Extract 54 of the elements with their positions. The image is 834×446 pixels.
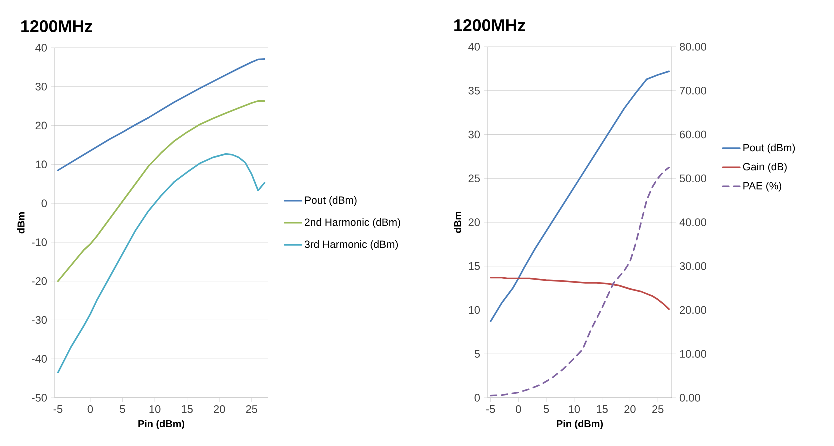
chart-title: 1200MHz <box>454 20 526 32</box>
y-tick-label: 0 <box>42 200 48 208</box>
y2-tick-label: 70.00 <box>680 87 707 95</box>
x-tick-label: -5 <box>54 406 63 414</box>
x-tick-label: 20 <box>214 406 226 414</box>
y-tick-label: -40 <box>32 355 48 363</box>
x-tick-label: 25 <box>246 406 258 414</box>
x-tick-label: 25 <box>652 406 664 414</box>
y2-tick-label: 60.00 <box>680 130 707 139</box>
x-axis-title: Pin (dBm) <box>557 420 604 430</box>
x-tick-label: 20 <box>624 406 636 414</box>
x-tick-label: 15 <box>597 406 608 414</box>
y-axis-title: dBm <box>454 212 462 234</box>
legend-label: 2nd Harmonic (dBm) <box>305 218 400 228</box>
x-tick-label: 10 <box>569 406 580 414</box>
y2-tick-label: 10.00 <box>680 350 707 358</box>
y-axis-title: dBm <box>17 212 25 234</box>
y-tick-label: -20 <box>32 277 48 286</box>
legend-label: 3rd Harmonic (dBm) <box>304 240 398 250</box>
x-tick-label: 0 <box>516 406 522 414</box>
y-tick-label: 20 <box>468 218 480 226</box>
x-tick-label: 0 <box>88 406 94 414</box>
y-tick-label: 0 <box>474 394 480 402</box>
x-tick-label: 5 <box>120 406 126 414</box>
legend-label: Gain (dB) <box>743 162 787 173</box>
x-tick-label: 5 <box>544 406 550 414</box>
y-tick-label: -10 <box>32 238 48 246</box>
y-tick-label: 20 <box>36 122 48 130</box>
y2-tick-label: 50.00 <box>680 174 707 183</box>
legend-label: Pout (dBm) <box>305 196 357 206</box>
y-tick-label: 40 <box>468 43 480 51</box>
y-tick-label: 30 <box>468 130 480 139</box>
y-tick-label: 15 <box>469 262 480 270</box>
y2-tick-label: 0.00 <box>680 394 700 402</box>
x-tick-label: 10 <box>150 406 161 414</box>
y2-tick-label: 80.00 <box>680 43 707 51</box>
x-axis-title: Pin (dBm) <box>138 420 185 430</box>
y-tick-label: 5 <box>474 350 480 358</box>
x-tick-label: -5 <box>486 406 496 414</box>
legend-label: Pout (dBm) <box>744 144 796 154</box>
y-tick-label: 35 <box>468 87 480 95</box>
legend-label: PAE (%) <box>744 182 782 192</box>
y-tick-label: 40 <box>36 44 48 52</box>
chart-title: 1200MHz <box>22 20 92 33</box>
y2-tick-label: 20.00 <box>680 306 707 314</box>
y-tick-label: 25 <box>468 174 480 183</box>
y-tick-label: 30 <box>36 83 48 91</box>
y2-tick-label: 40.00 <box>680 218 707 226</box>
y-tick-label: 10 <box>36 160 48 169</box>
x-tick-label: 15 <box>182 406 193 414</box>
y-tick-label: -30 <box>32 316 48 324</box>
y2-tick-label: 30.00 <box>680 262 707 270</box>
y-tick-label: -50 <box>32 394 48 402</box>
y-tick-label: 10 <box>469 306 480 314</box>
